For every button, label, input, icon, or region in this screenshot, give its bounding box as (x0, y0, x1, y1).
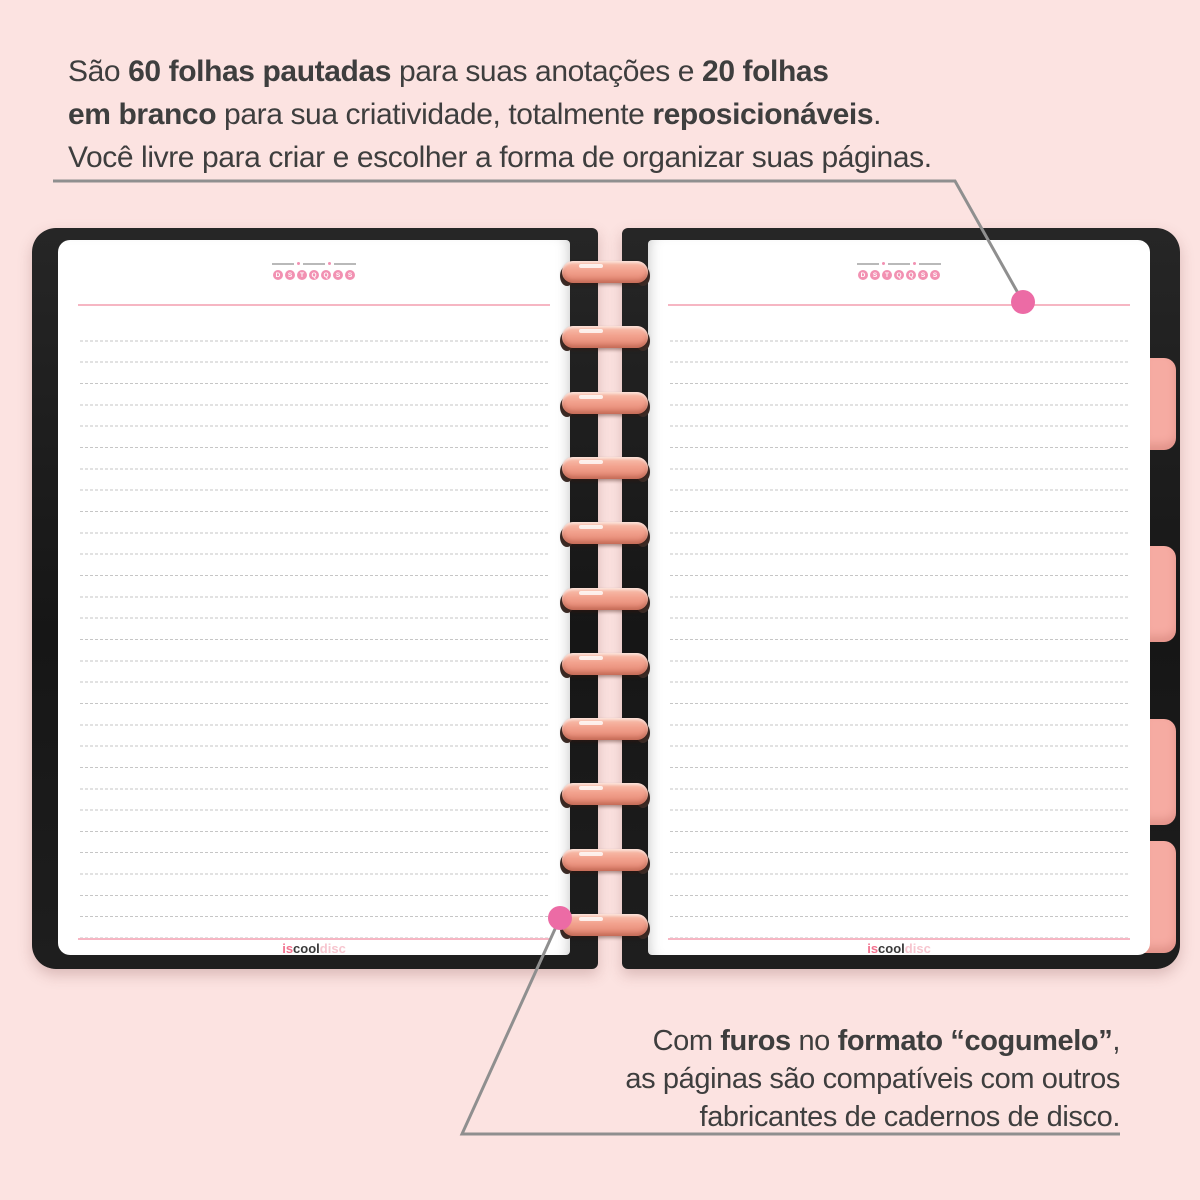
ruled-lines (78, 320, 550, 938)
date-segment (334, 262, 356, 265)
weekday-circle: Q (906, 270, 916, 280)
weekday-circle: T (882, 270, 892, 280)
date-separator-dot (328, 262, 331, 265)
binding-disc (560, 456, 650, 482)
brand-logo-part3: disc (319, 941, 346, 956)
page-top-rule (78, 304, 550, 306)
binding-disc (560, 718, 650, 744)
ruled-lines (668, 320, 1130, 938)
date-fill-line (857, 262, 941, 265)
binding-disc (560, 391, 650, 417)
bottom-annotation-text: Com furos no formato “cogumelo”, as págin… (625, 1025, 1120, 1133)
weekday-circle: S (918, 270, 928, 280)
date-separator-dot (297, 262, 300, 265)
page-bottom-rule (668, 938, 1130, 940)
weekday-circle: S (345, 270, 355, 280)
binding-disc (560, 652, 650, 678)
page-bottom-rule (78, 938, 550, 940)
weekday-circle: Q (321, 270, 331, 280)
top-annotation-text: São 60 folhas pautadas para suas anotaçõ… (68, 55, 932, 174)
brand-logo: iscooldisc (58, 941, 570, 956)
brand-logo-part1: is (867, 941, 879, 956)
date-segment (303, 262, 325, 265)
brand-logo-part2: cool (878, 941, 905, 956)
binding-disc (560, 848, 650, 874)
weekday-circle: Q (894, 270, 904, 280)
date-separator-dot (882, 262, 885, 265)
brand-logo-part3: disc (904, 941, 931, 956)
binding-disc (560, 783, 650, 809)
date-segment (857, 262, 879, 265)
weekday-circle: S (285, 270, 295, 280)
date-segment (888, 262, 910, 265)
weekday-circle: D (858, 270, 868, 280)
weekday-circle: Q (309, 270, 319, 280)
weekday-circle: S (333, 270, 343, 280)
weekday-circle: S (870, 270, 880, 280)
brand-logo-part2: cool (293, 941, 320, 956)
date-separator-dot (913, 262, 916, 265)
weekday-circle: D (273, 270, 283, 280)
binding-disc (560, 522, 650, 548)
date-segment (272, 262, 294, 265)
brand-logo-part1: is (282, 941, 294, 956)
binding-disc (560, 326, 650, 352)
brand-logo: iscooldisc (648, 941, 1150, 956)
date-segment (919, 262, 941, 265)
binding-disc (560, 261, 650, 286)
binding-disc (560, 587, 650, 613)
date-fill-line (272, 262, 356, 265)
binding-disc (560, 914, 650, 939)
weekday-circle: T (297, 270, 307, 280)
page-top-rule (668, 304, 1130, 306)
weekday-circle: S (930, 270, 940, 280)
